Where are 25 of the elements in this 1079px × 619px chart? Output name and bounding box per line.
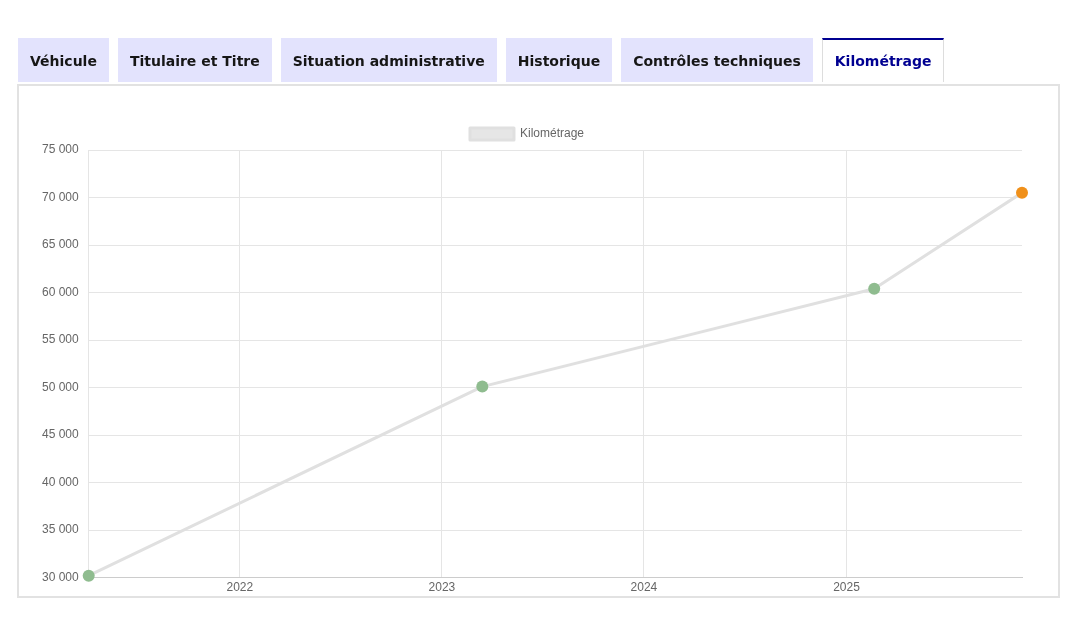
point [868, 282, 881, 295]
text: Historique [505, 38, 613, 82]
x-tick-label: 2024 [630, 580, 658, 595]
y-tick-label: 60 000 [42, 284, 80, 299]
text: Situation administrative [280, 38, 497, 82]
y-tick-label: 70 000 [42, 189, 80, 204]
text: Titulaire et Titre [117, 38, 272, 82]
y-tick-label: 45 000 [42, 427, 80, 442]
y-tick-label: 75 000 [42, 142, 80, 157]
y-tick-label: 65 000 [42, 237, 80, 252]
point [82, 569, 95, 582]
x-tick-label: 2022 [226, 580, 254, 595]
text: Kilométrage [821, 38, 945, 82]
point [476, 380, 489, 393]
y-tick-label: 50 000 [42, 379, 80, 394]
text: Véhicule [18, 38, 109, 82]
y-tick-label: 30 000 [42, 569, 80, 584]
x-tick-label: 2025 [833, 580, 861, 595]
y-tick-label: 35 000 [42, 522, 80, 537]
y-tick-label: 55 000 [42, 332, 80, 347]
y-tick-label: 40 000 [42, 474, 80, 489]
text: Contrôles techniques [621, 38, 813, 82]
x-tick-label: 2023 [428, 580, 456, 595]
legend-label: Kilométrage [519, 126, 585, 141]
point [1016, 186, 1028, 199]
